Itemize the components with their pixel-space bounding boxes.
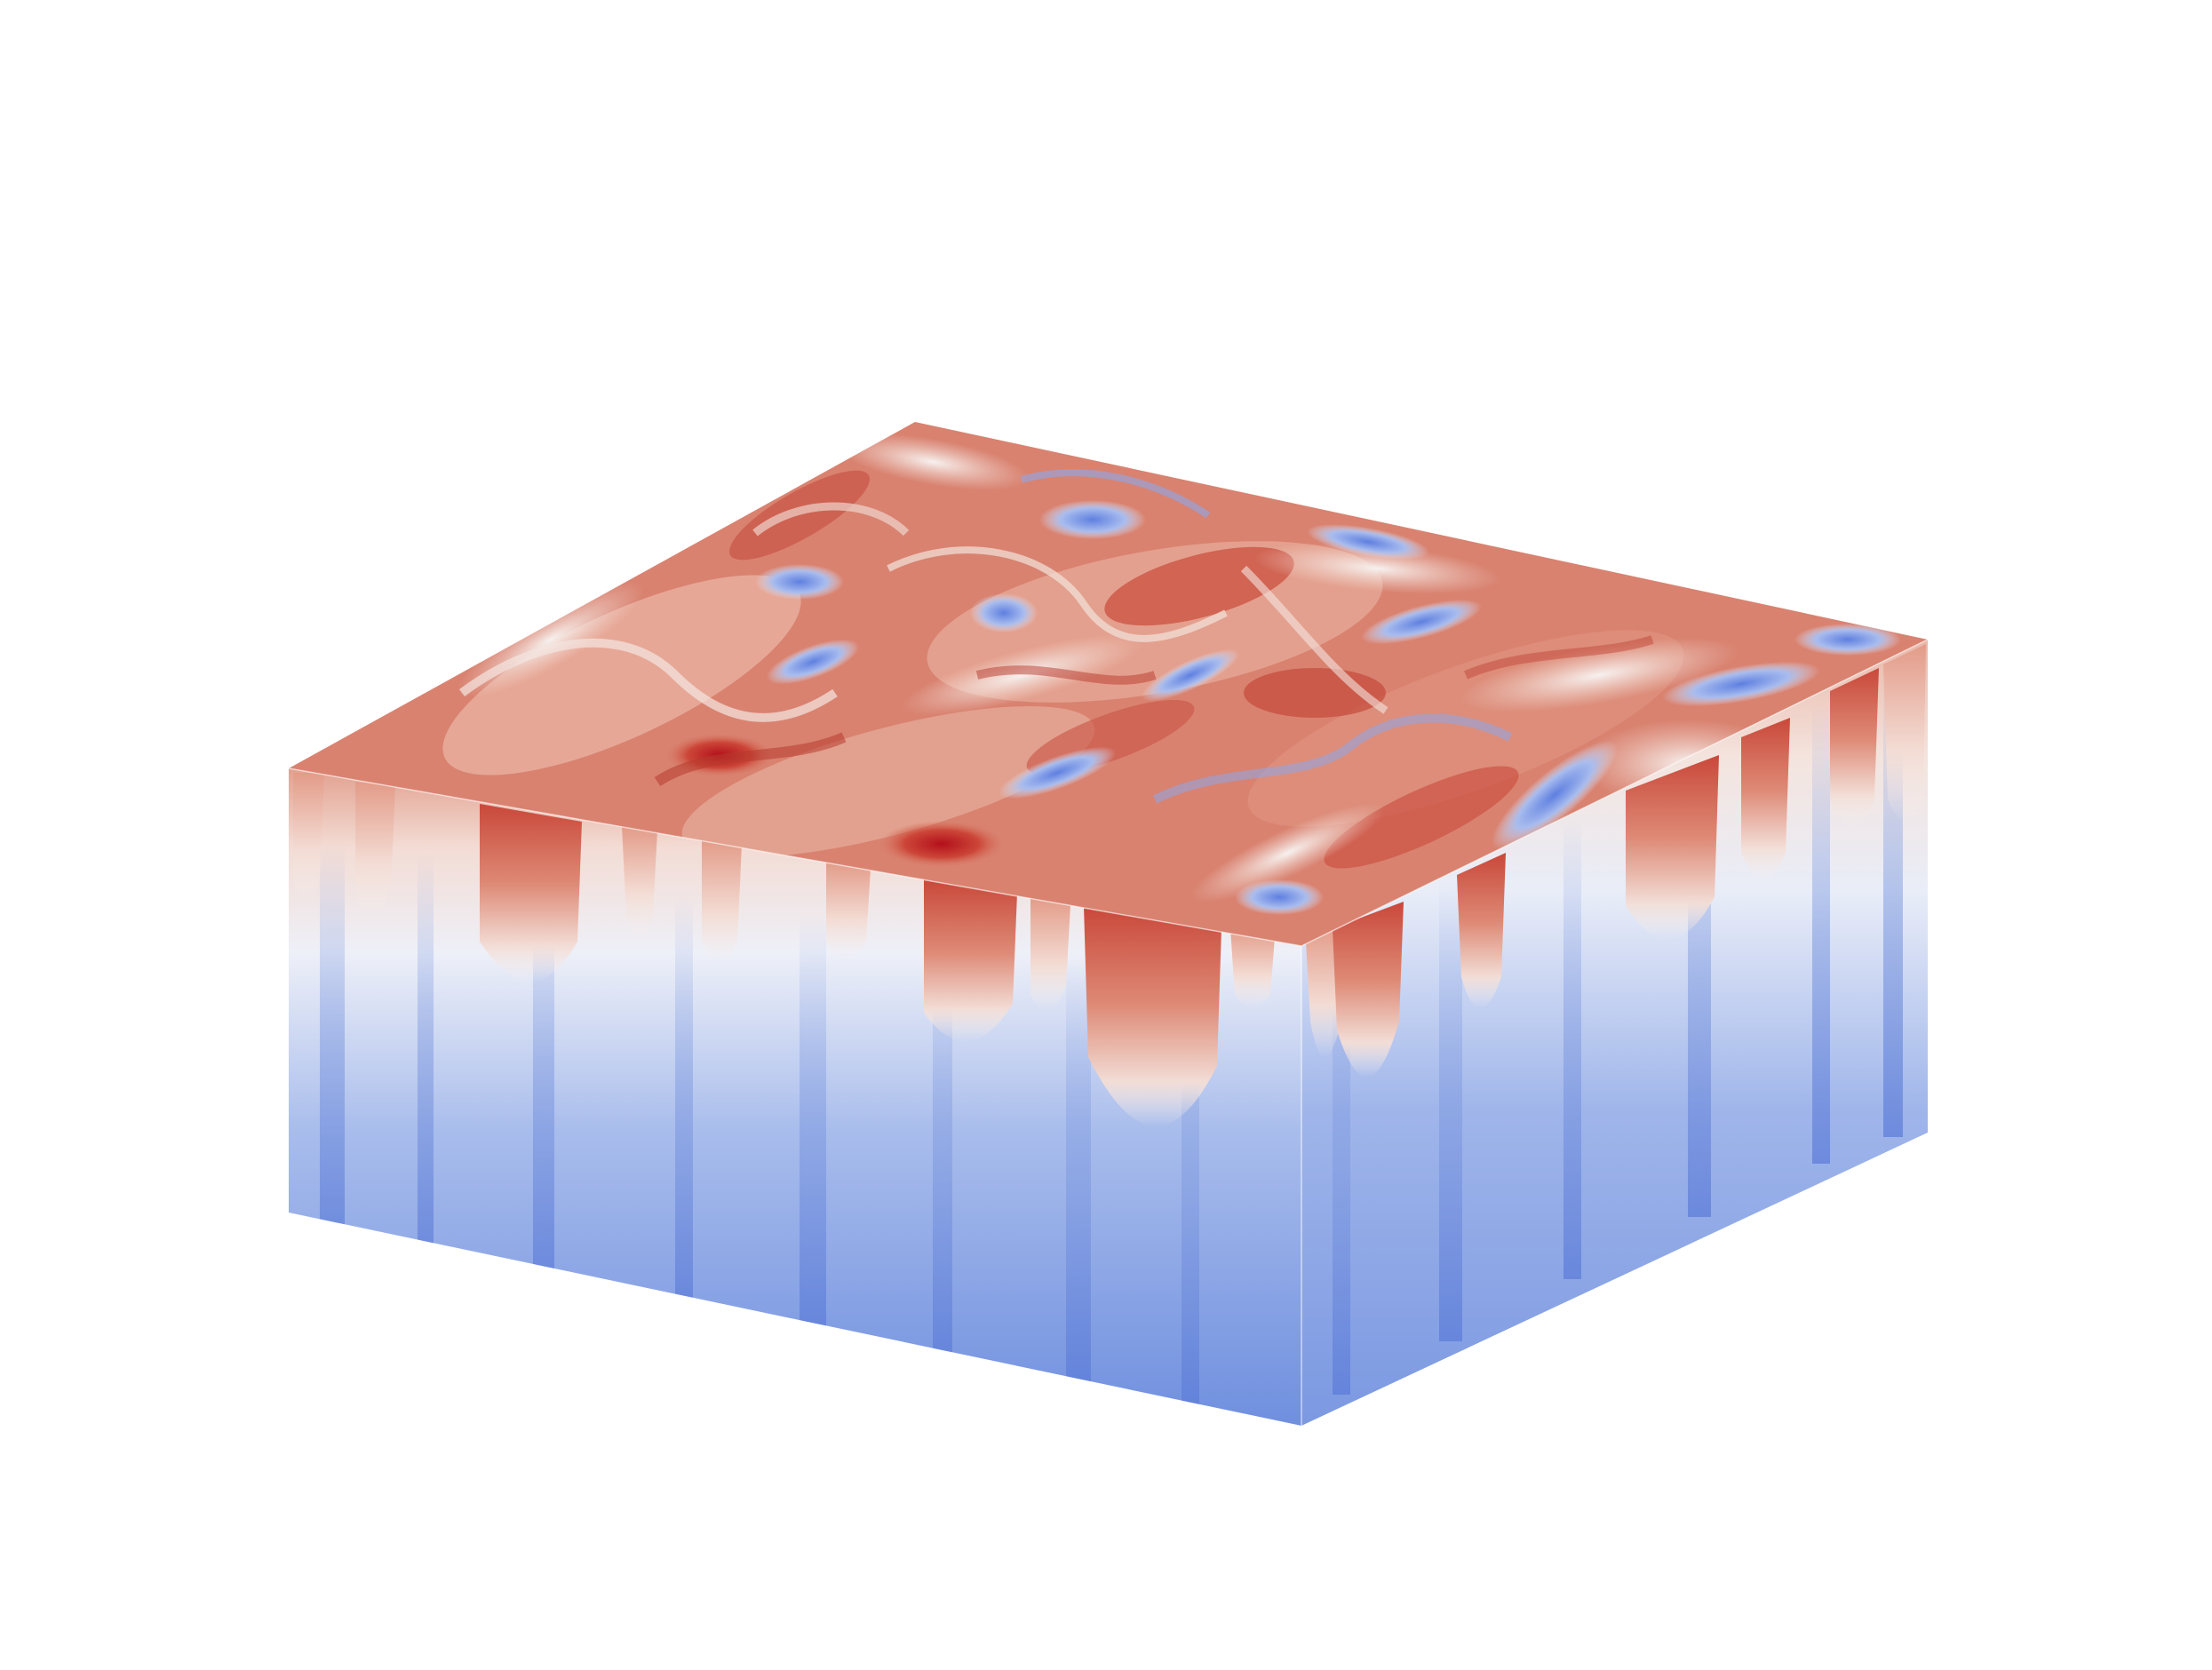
- top-face: [289, 422, 1928, 946]
- front-left-face: [289, 768, 1301, 1426]
- cube-edges: [288, 639, 1929, 1426]
- front-right-face: [1301, 640, 1928, 1426]
